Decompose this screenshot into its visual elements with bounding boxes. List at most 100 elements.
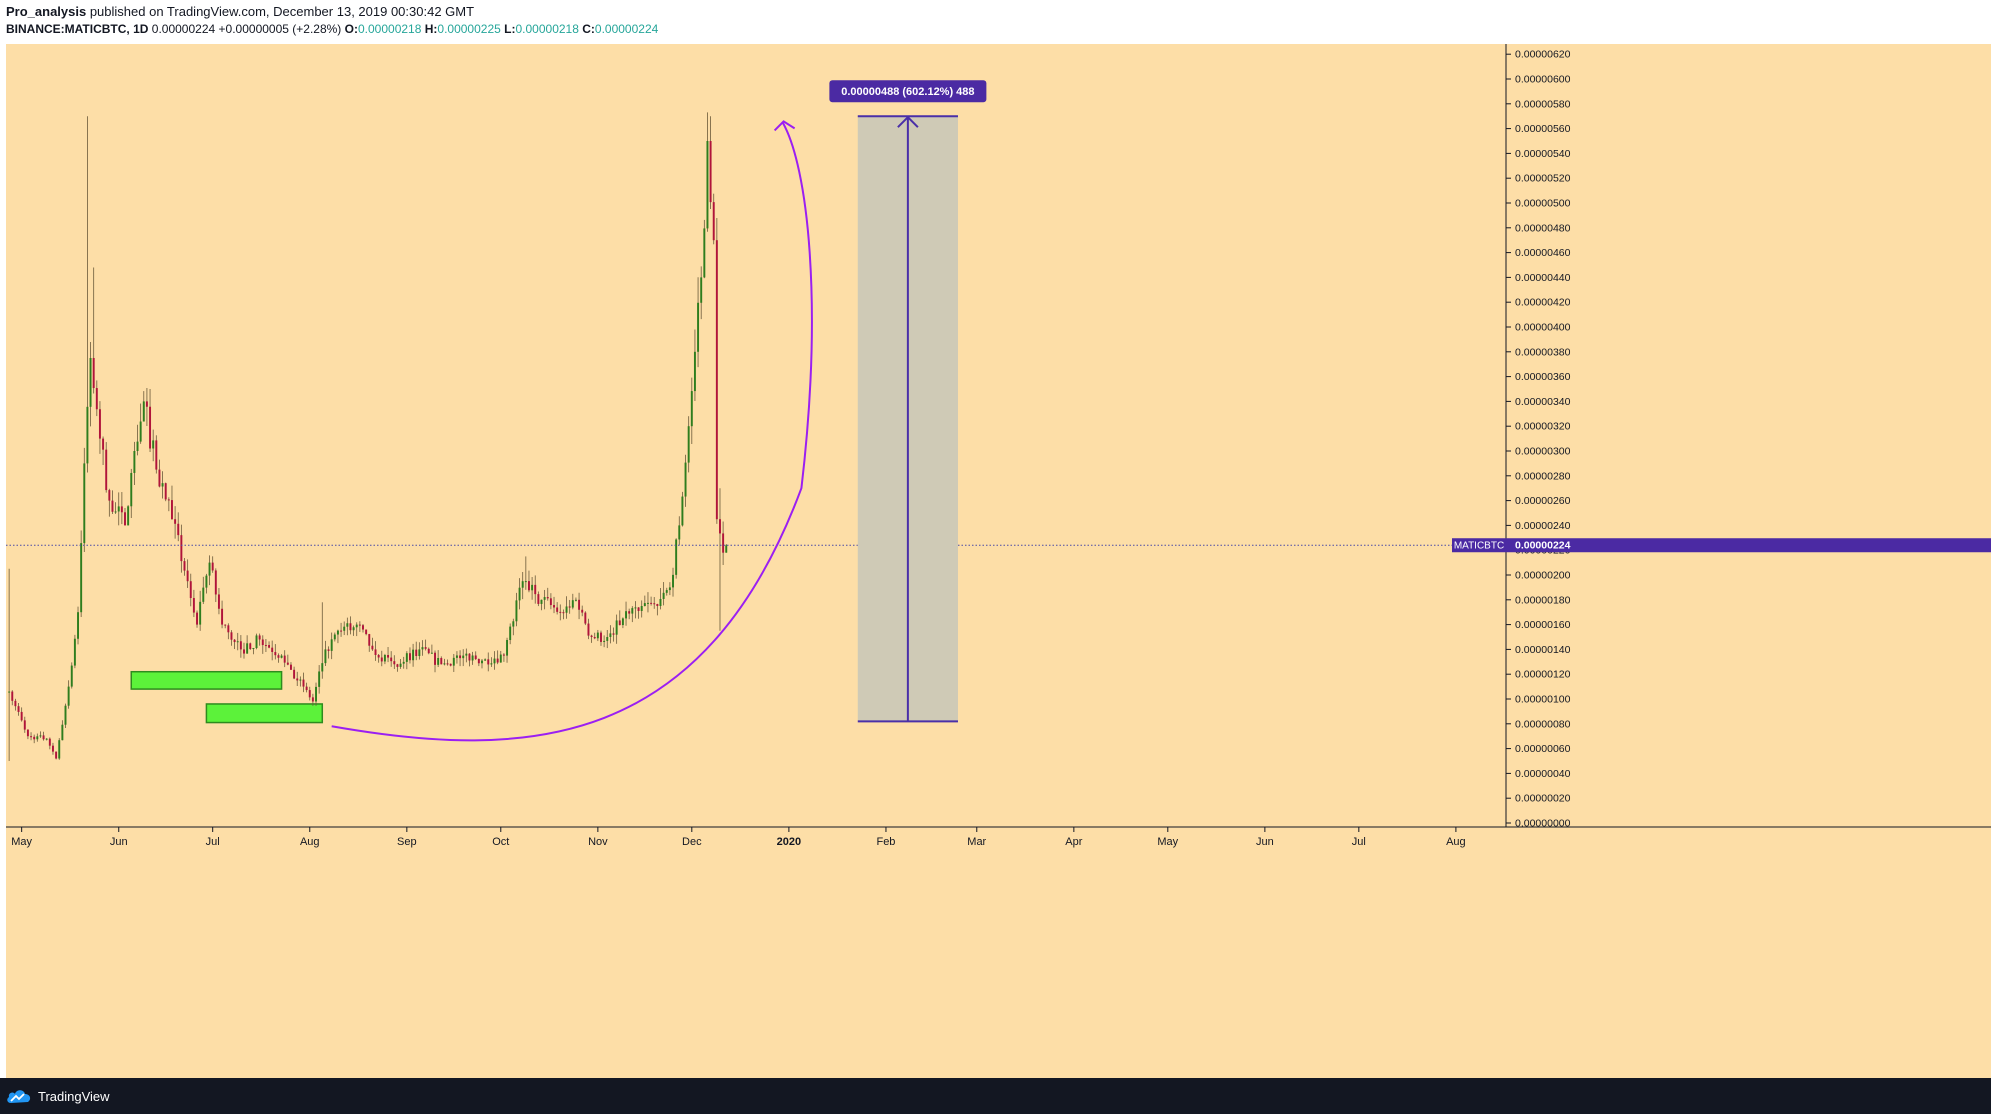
candle-down: [719, 519, 721, 534]
symbol-label[interactable]: BINANCE:MATICBTC, 1D: [6, 22, 149, 36]
candle-up: [437, 657, 440, 665]
candle-up: [540, 599, 543, 604]
candle-up: [571, 600, 574, 608]
chart-area[interactable]: 0.00000000 0.00000020 0.00000040 0.00000060…: [0, 44, 1991, 1078]
candle-up: [481, 660, 483, 664]
candle-down: [628, 611, 631, 614]
candle-up: [672, 574, 674, 588]
candle-down: [722, 533, 725, 553]
y-tick-label: 0.00000380: [1515, 346, 1571, 358]
candle-up: [606, 637, 609, 641]
candle-down: [650, 602, 653, 604]
author-name[interactable]: Pro_analysis: [6, 4, 87, 19]
candle-up: [324, 649, 327, 664]
candle-up: [430, 652, 433, 654]
candle-down: [33, 736, 36, 740]
y-tick-label: 0.00000440: [1515, 272, 1571, 284]
y-tick-label: 0.00000500: [1515, 198, 1571, 210]
current-price-text: 0.00000224: [1515, 540, 1571, 552]
candle-down: [587, 623, 590, 636]
candle-down: [408, 653, 411, 661]
candle-down: [105, 449, 108, 491]
candle-down: [186, 570, 189, 582]
candle-down: [390, 657, 393, 662]
candle-up: [512, 621, 515, 627]
candle-down: [233, 639, 236, 643]
measure-label: 0.00000488 (602.12%) 488: [841, 86, 974, 98]
y-tick-label: 0.00000260: [1515, 495, 1571, 507]
candle-down: [249, 643, 252, 649]
candle-down: [17, 706, 20, 712]
y-tick-label: 0.00000420: [1515, 297, 1571, 309]
candle-up: [405, 653, 408, 662]
y-tick-label: 0.00000560: [1515, 123, 1571, 135]
price-chart[interactable]: 0.00000000 0.00000020 0.00000040 0.00000060…: [0, 44, 1991, 1078]
header: Pro_analysis published on TradingView.co…: [0, 0, 1991, 44]
candle-down: [108, 490, 111, 501]
candle-up: [77, 612, 79, 639]
x-tick-label: Sep: [397, 836, 417, 848]
candle-up: [678, 525, 681, 540]
candle-down: [180, 535, 183, 562]
candle-up: [280, 655, 283, 658]
candle-up: [80, 543, 83, 613]
candle-up: [67, 686, 70, 706]
price-axis-background: [1506, 44, 1991, 827]
candle-down: [120, 506, 123, 513]
candle-down: [296, 678, 299, 681]
x-tick-label: May: [11, 836, 32, 848]
candle-up: [255, 635, 258, 649]
x-tick-label: Jul: [206, 836, 220, 848]
candle-down: [268, 645, 271, 648]
candles-group: [8, 112, 728, 761]
candle-down: [48, 738, 51, 746]
candle-up: [521, 581, 524, 588]
candle-down: [155, 440, 158, 470]
symbol-tag-text: MATICBTC: [1454, 541, 1504, 552]
candle-up: [330, 639, 333, 651]
candle-down: [95, 388, 98, 410]
candle-down: [618, 620, 621, 626]
candle-up: [64, 705, 67, 725]
candle-down: [271, 647, 274, 652]
candle-down: [11, 691, 14, 701]
open-label: O:: [344, 22, 358, 36]
candle-up: [343, 626, 346, 631]
candle-down: [553, 605, 555, 608]
candle-up: [625, 611, 628, 619]
candle-down: [546, 597, 549, 599]
candle-up: [668, 587, 671, 591]
candle-up: [199, 601, 202, 625]
candle-down: [427, 648, 430, 654]
candle-up: [700, 277, 703, 303]
plot-background: [6, 44, 1506, 827]
candle-down: [612, 633, 615, 635]
candle-down: [145, 401, 148, 407]
candle-down: [424, 647, 427, 649]
x-tick-label: Jun: [110, 836, 128, 848]
y-tick-label: 0.00000200: [1515, 570, 1571, 582]
y-tick-label: 0.00000540: [1515, 148, 1571, 160]
candle-up: [202, 587, 205, 602]
candle-up: [352, 627, 355, 631]
candle-up: [299, 679, 302, 681]
candle-down: [415, 649, 418, 657]
candle-down: [593, 637, 596, 639]
y-tick-label: 0.00000100: [1515, 694, 1571, 706]
candle-down: [549, 598, 552, 606]
tradingview-logo[interactable]: TradingView: [6, 1086, 110, 1106]
y-tick-label: 0.00000480: [1515, 222, 1571, 234]
candle-down: [637, 607, 640, 611]
candle-down: [293, 669, 296, 679]
candle-down: [243, 649, 245, 654]
candle-down: [562, 612, 565, 614]
candle-up: [697, 302, 700, 352]
candle-down: [396, 664, 399, 667]
candle-down: [568, 606, 571, 608]
x-tick-label: Mar: [967, 836, 986, 848]
high-value: 0.00000225: [437, 22, 501, 36]
x-tick-label: Dec: [682, 836, 702, 848]
y-tick-label: 0.00000360: [1515, 371, 1571, 383]
candle-down: [487, 659, 490, 665]
y-tick-label: 0.00000280: [1515, 470, 1571, 482]
